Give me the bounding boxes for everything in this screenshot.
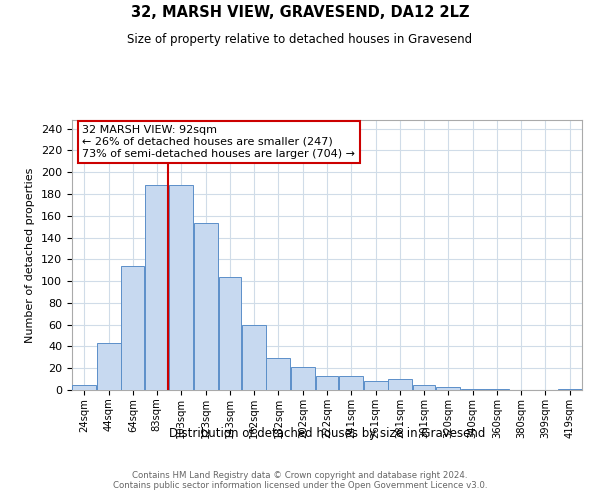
Bar — [485, 389, 509, 390]
Bar — [97, 343, 121, 390]
Bar — [121, 266, 144, 390]
Text: Contains HM Land Registry data © Crown copyright and database right 2024.
Contai: Contains HM Land Registry data © Crown c… — [113, 470, 487, 490]
Bar — [339, 376, 363, 390]
Bar — [558, 389, 581, 390]
Bar — [364, 382, 388, 390]
Text: 32 MARSH VIEW: 92sqm
← 26% of detached houses are smaller (247)
73% of semi-deta: 32 MARSH VIEW: 92sqm ← 26% of detached h… — [82, 126, 355, 158]
Bar — [169, 186, 193, 390]
Bar — [242, 324, 266, 390]
Bar — [413, 384, 436, 390]
Bar — [218, 277, 241, 390]
Text: 32, MARSH VIEW, GRAVESEND, DA12 2LZ: 32, MARSH VIEW, GRAVESEND, DA12 2LZ — [131, 5, 469, 20]
Y-axis label: Number of detached properties: Number of detached properties — [25, 168, 35, 342]
Bar — [145, 186, 169, 390]
Bar — [291, 367, 315, 390]
Bar — [194, 224, 218, 390]
Bar — [316, 376, 338, 390]
Bar — [73, 384, 96, 390]
Bar — [436, 386, 460, 390]
Text: Size of property relative to detached houses in Gravesend: Size of property relative to detached ho… — [127, 32, 473, 46]
Bar — [266, 358, 290, 390]
Bar — [388, 379, 412, 390]
Text: Distribution of detached houses by size in Gravesend: Distribution of detached houses by size … — [169, 428, 485, 440]
Bar — [461, 389, 485, 390]
